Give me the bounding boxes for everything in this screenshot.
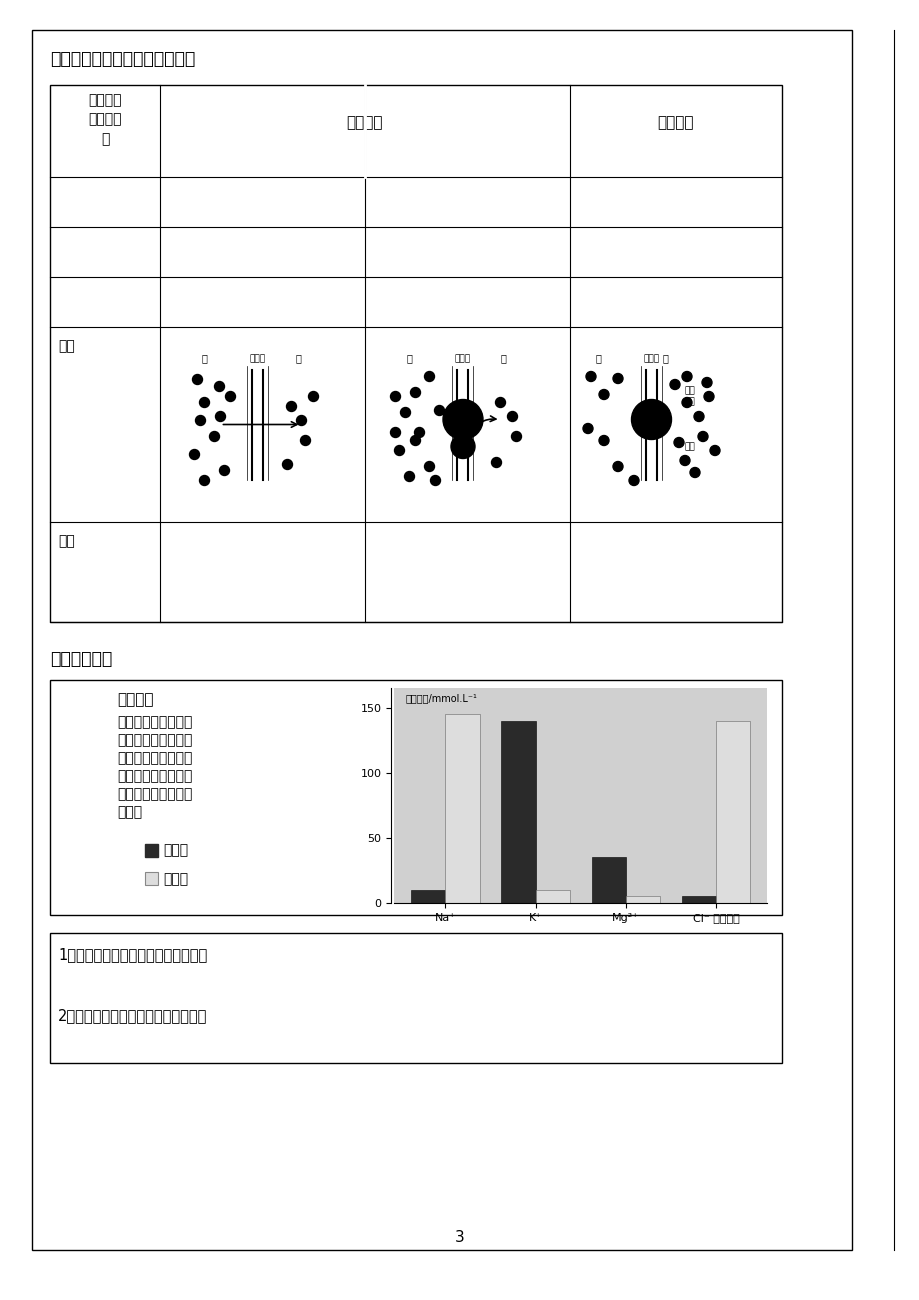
Bar — [50, 84, 781, 621]
Text: 能量: 能量 — [685, 442, 695, 451]
Text: 细胞膜: 细胞膜 — [454, 355, 471, 364]
Bar — [50, 680, 781, 915]
Text: 细胞膜: 细胞膜 — [642, 355, 659, 364]
Circle shape — [296, 416, 306, 425]
Circle shape — [681, 398, 691, 407]
Bar — [591, 858, 625, 903]
Bar — [32, 30, 851, 1251]
Circle shape — [390, 391, 400, 402]
Circle shape — [511, 432, 521, 442]
Circle shape — [189, 450, 199, 459]
Circle shape — [612, 373, 622, 384]
Text: 被动运输: 被动运输 — [346, 114, 383, 130]
Circle shape — [192, 374, 202, 385]
Circle shape — [598, 390, 608, 399]
Circle shape — [210, 432, 220, 442]
Text: 主动运输: 主动运输 — [657, 114, 694, 130]
Text: 的相对浓度。分析图: 的相对浓度。分析图 — [117, 751, 192, 764]
Text: 一、列表比较三种跨膜运输方式: 一、列表比较三种跨膜运输方式 — [50, 49, 195, 68]
Text: 细胞膜: 细胞膜 — [250, 355, 266, 364]
Bar — [50, 933, 781, 1063]
Circle shape — [689, 468, 699, 477]
Bar — [145, 844, 158, 857]
Circle shape — [629, 476, 639, 485]
Bar — [501, 720, 535, 903]
Bar — [535, 891, 569, 904]
Text: 细胞外: 细胞外 — [163, 872, 187, 887]
Circle shape — [698, 432, 708, 442]
Text: 外: 外 — [406, 354, 412, 364]
Text: 3: 3 — [455, 1230, 464, 1245]
Text: 内: 内 — [295, 354, 301, 364]
Circle shape — [400, 407, 410, 417]
Circle shape — [390, 428, 400, 438]
Text: 二、解读图表: 二、解读图表 — [50, 650, 112, 668]
Circle shape — [669, 380, 679, 390]
Circle shape — [443, 399, 482, 439]
Circle shape — [585, 372, 596, 381]
Bar — [625, 897, 660, 903]
Circle shape — [709, 446, 720, 455]
Bar — [715, 720, 750, 903]
Circle shape — [507, 412, 516, 421]
Text: 细胞内: 细胞内 — [163, 842, 187, 857]
Circle shape — [450, 434, 474, 459]
Text: 2、哪种离子通过主动运输排出细胞？: 2、哪种离子通过主动运输排出细胞？ — [58, 1008, 207, 1023]
Text: 载体
蛋白: 载体 蛋白 — [685, 386, 695, 407]
Circle shape — [286, 402, 296, 412]
Text: 问题。: 问题。 — [117, 805, 142, 819]
Circle shape — [199, 398, 210, 407]
Text: 表提供的信息，结合: 表提供的信息，结合 — [117, 770, 192, 783]
Circle shape — [308, 391, 318, 402]
Circle shape — [495, 398, 505, 407]
Circle shape — [491, 458, 501, 468]
Circle shape — [199, 476, 210, 485]
Text: 物细胞内外不同离子: 物细胞内外不同离子 — [117, 733, 192, 748]
Text: 内: 内 — [500, 354, 505, 364]
Circle shape — [394, 446, 404, 455]
Circle shape — [301, 436, 311, 446]
Circle shape — [410, 436, 420, 446]
Circle shape — [430, 476, 440, 485]
Text: 外: 外 — [201, 354, 207, 364]
Circle shape — [693, 412, 703, 421]
Circle shape — [701, 377, 711, 387]
Circle shape — [404, 472, 414, 481]
Circle shape — [214, 381, 224, 391]
Circle shape — [410, 387, 420, 398]
Circle shape — [414, 428, 424, 438]
Bar — [681, 897, 715, 903]
Text: 1、哪种离子通过主动运输进入细胞？: 1、哪种离子通过主动运输进入细胞？ — [58, 946, 207, 962]
Circle shape — [282, 459, 292, 469]
Text: 举例: 举例 — [58, 534, 74, 549]
Circle shape — [612, 462, 622, 472]
Circle shape — [424, 372, 434, 381]
Text: 本章所学知识，回答: 本章所学知识，回答 — [117, 786, 192, 801]
Bar — [445, 714, 479, 903]
Circle shape — [215, 412, 225, 421]
Circle shape — [630, 399, 671, 439]
Circle shape — [679, 455, 689, 465]
Text: 解读图表: 解读图表 — [117, 692, 153, 707]
Circle shape — [583, 424, 593, 433]
Circle shape — [220, 465, 229, 476]
Circle shape — [703, 391, 713, 402]
Text: 内: 内 — [662, 354, 667, 364]
Circle shape — [196, 416, 205, 425]
Circle shape — [434, 406, 444, 416]
Bar — [411, 891, 445, 904]
Text: 物质进出
细胞的方
式: 物质进出 细胞的方 式 — [88, 94, 121, 146]
Text: 离子浓度/mmol.L⁻¹: 离子浓度/mmol.L⁻¹ — [404, 693, 477, 703]
Circle shape — [681, 372, 691, 381]
Text: 图例: 图例 — [58, 339, 74, 354]
Bar — [145, 872, 158, 885]
Circle shape — [674, 438, 683, 447]
Text: 方图表示的是一个动: 方图表示的是一个动 — [117, 715, 192, 729]
Circle shape — [225, 391, 235, 402]
Text: 外: 外 — [595, 354, 600, 364]
Circle shape — [424, 462, 434, 472]
Circle shape — [598, 436, 608, 446]
